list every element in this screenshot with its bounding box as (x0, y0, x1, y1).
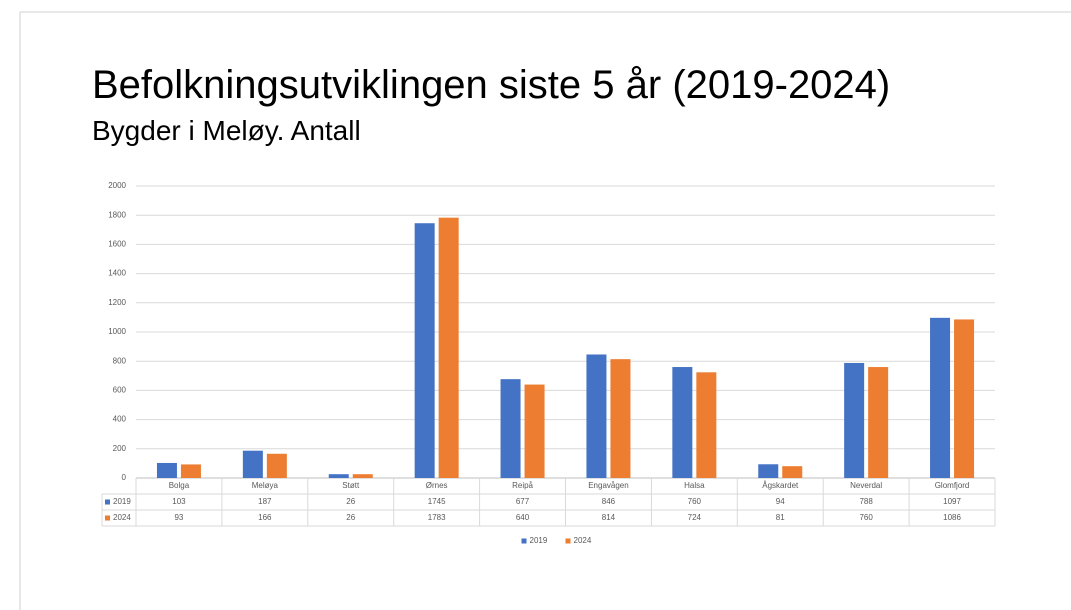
y-tick-label: 600 (113, 386, 127, 395)
x-tick-label: Ørnes (426, 481, 448, 490)
bar (242, 450, 263, 478)
legend-label: 2024 (574, 536, 592, 545)
x-tick-label: Reipå (512, 481, 533, 490)
bar (266, 453, 287, 478)
bar (524, 384, 545, 478)
table-key (105, 515, 110, 521)
table-value: 760 (859, 513, 873, 522)
table-key (105, 499, 110, 505)
legend-label: 2019 (530, 536, 548, 545)
table-value: 846 (602, 497, 616, 506)
y-tick-label: 1200 (108, 298, 126, 307)
table-value: 166 (258, 513, 272, 522)
table-series-label: 2019 (113, 497, 131, 506)
x-tick-label: Halsa (684, 481, 705, 490)
x-tick-label: Støtt (342, 481, 360, 490)
y-tick-label: 1800 (108, 210, 126, 219)
bar (930, 317, 951, 478)
y-tick-label: 200 (113, 444, 127, 453)
chart-subtitle: Bygder i Meløy. Antall (92, 115, 361, 146)
bar (328, 474, 349, 478)
x-tick-label: Engavågen (588, 481, 628, 490)
bar (868, 367, 889, 478)
bar (414, 223, 435, 478)
y-tick-label: 2000 (108, 181, 126, 190)
table-value: 1086 (943, 513, 961, 522)
table-value: 187 (258, 497, 272, 506)
x-tick-label: Ågskardet (762, 481, 799, 490)
table-value: 81 (776, 513, 785, 522)
y-tick-label: 800 (113, 356, 127, 365)
table-value: 93 (174, 513, 183, 522)
bar (610, 359, 631, 478)
legend-key (521, 538, 527, 544)
table-value: 640 (516, 513, 530, 522)
table-value: 26 (346, 497, 355, 506)
bar (500, 379, 521, 478)
y-tick-label: 1400 (108, 269, 126, 278)
table-value: 788 (859, 497, 873, 506)
bar (954, 319, 975, 478)
bar (844, 362, 865, 478)
bar (672, 367, 693, 478)
bar (180, 464, 201, 478)
x-tick-label: Glomfjord (935, 481, 970, 490)
bar (758, 464, 779, 478)
table-value: 94 (776, 497, 785, 506)
table-value: 760 (688, 497, 702, 506)
x-tick-label: Bolga (169, 481, 190, 490)
table-value: 1097 (943, 497, 961, 506)
x-tick-label: Meløya (252, 481, 279, 490)
x-tick-label: Neverdal (850, 481, 882, 490)
bar (696, 372, 717, 478)
y-tick-label: 0 (122, 473, 127, 482)
legend-key (565, 538, 571, 544)
bar (352, 474, 373, 478)
table-value: 677 (516, 497, 530, 506)
table-value: 26 (346, 513, 355, 522)
table-value: 103 (172, 497, 186, 506)
table-value: 1745 (428, 497, 446, 506)
y-tick-label: 1000 (108, 327, 126, 336)
bar (438, 217, 459, 478)
bar (156, 462, 177, 478)
chart-title: Befolkningsutviklingen siste 5 år (2019-… (92, 63, 890, 107)
y-tick-label: 1600 (108, 240, 126, 249)
table-value: 1783 (428, 513, 446, 522)
table-value: 814 (602, 513, 616, 522)
bar (782, 466, 803, 478)
bar (586, 354, 607, 478)
y-tick-label: 400 (113, 415, 127, 424)
table-series-label: 2024 (113, 513, 131, 522)
table-value: 724 (688, 513, 702, 522)
